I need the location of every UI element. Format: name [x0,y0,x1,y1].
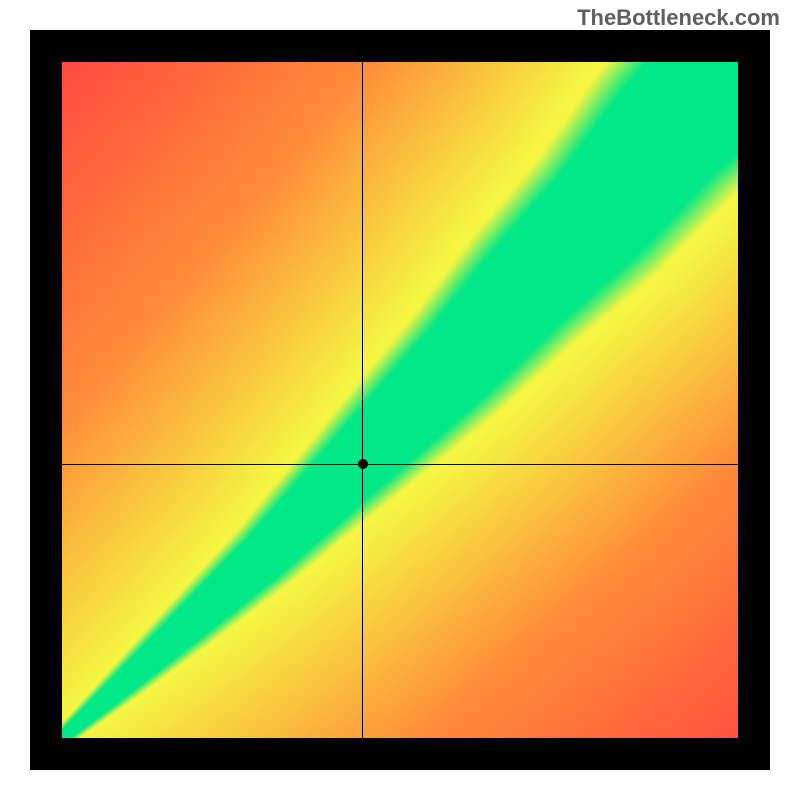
chart-container: TheBottleneck.com [0,0,800,800]
outer-frame [30,30,770,770]
plot-area [62,62,738,738]
crosshair-horizontal [62,464,738,465]
heatmap-canvas [62,62,738,738]
crosshair-vertical [362,62,363,738]
marker-dot [358,459,368,469]
watermark-text: TheBottleneck.com [577,5,780,31]
